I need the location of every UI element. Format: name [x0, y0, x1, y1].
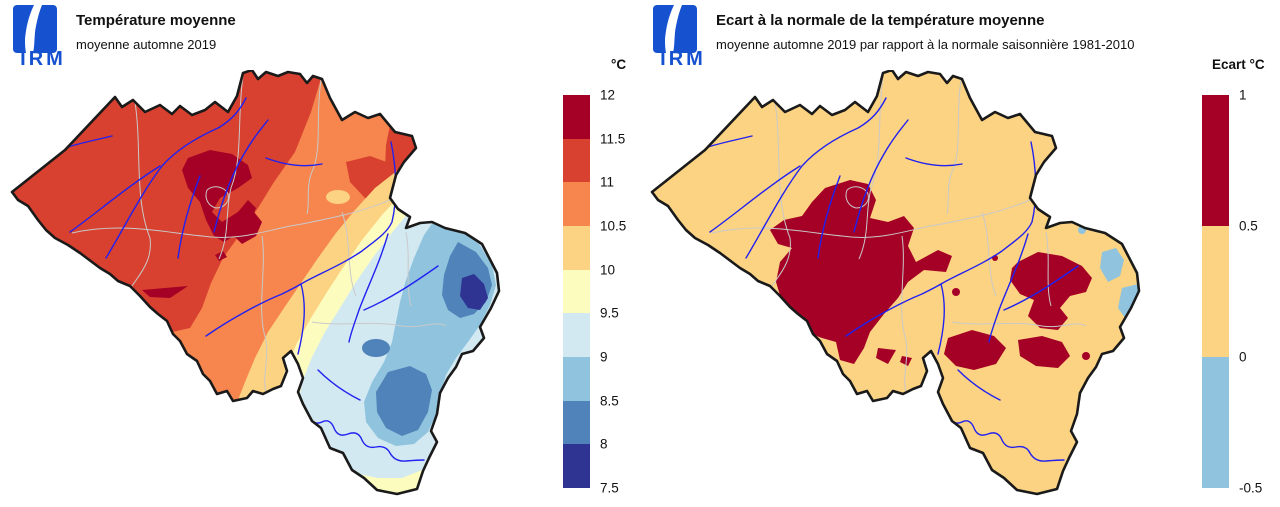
legend-color-block: [563, 138, 590, 183]
legend-tick-label: 7.5: [600, 480, 619, 496]
irm-logo-mark-icon: [653, 5, 697, 53]
legend-tick-label: 11: [600, 174, 615, 190]
anomaly-legend-title: Ecart °C: [1212, 57, 1265, 72]
legend-color-block: [1202, 226, 1229, 357]
temperature-map: [10, 70, 501, 496]
legend-color-block: [1202, 357, 1229, 488]
temperature-legend: 12 11.5 11 10.5 10 9.5 9 8.5 8 7.5: [563, 88, 643, 496]
temperature-legend-title: °C: [611, 57, 627, 72]
legend-tick-label: 1: [1239, 87, 1247, 103]
legend-color-block: [563, 313, 590, 357]
legend-tick-label: 9.5: [600, 305, 619, 321]
legend-tick-label: 9: [600, 349, 608, 365]
irm-logo: IRM: [12, 5, 74, 75]
legend-color-block: [563, 225, 590, 270]
legend-color-block: [1202, 95, 1229, 226]
legend-tick-label: 11.5: [600, 131, 626, 147]
irm-logo-text: IRM: [660, 48, 706, 70]
temperature-map-fills: [12, 70, 499, 494]
legend-tick-label: 10: [600, 262, 616, 278]
legend-color-block: [563, 356, 590, 401]
legend-tick-label: 12: [600, 87, 616, 103]
anomaly-map: [650, 70, 1141, 496]
legend-tick-label: 10.5: [600, 218, 627, 234]
irm-logo-text: IRM: [20, 48, 66, 70]
legend-color-block: [563, 400, 590, 445]
irm-logo-mark-icon: [13, 5, 57, 53]
anomaly-legend-bar: [1202, 95, 1229, 488]
anomaly-patches: [770, 180, 1139, 448]
anomaly-map-fills: [652, 70, 1139, 494]
legend-color-block: [563, 269, 590, 314]
legend-color-block: [563, 182, 590, 226]
legend-color-block: [563, 95, 590, 139]
legend-tick-label: 0.5: [1239, 218, 1258, 234]
legend-tick-label: 8: [600, 436, 608, 452]
legend-tick-label: -0.5: [1239, 480, 1263, 496]
right-map-subtitle: moyenne automne 2019 par rapport à la no…: [716, 37, 1135, 52]
legend-color-block: [563, 444, 590, 488]
left-map-subtitle: moyenne automne 2019: [76, 37, 217, 52]
legend-tick-label: 8.5: [600, 393, 619, 409]
anomaly-legend: 1 0.5 0 -0.5: [1202, 88, 1280, 496]
right-map-title: Ecart à la normale de la température moy…: [716, 12, 1045, 29]
irm-logo: IRM: [652, 5, 714, 75]
left-map-title: Température moyenne: [76, 12, 236, 29]
temperature-legend-bar: [563, 95, 590, 488]
legend-tick-label: 0: [1239, 349, 1247, 365]
